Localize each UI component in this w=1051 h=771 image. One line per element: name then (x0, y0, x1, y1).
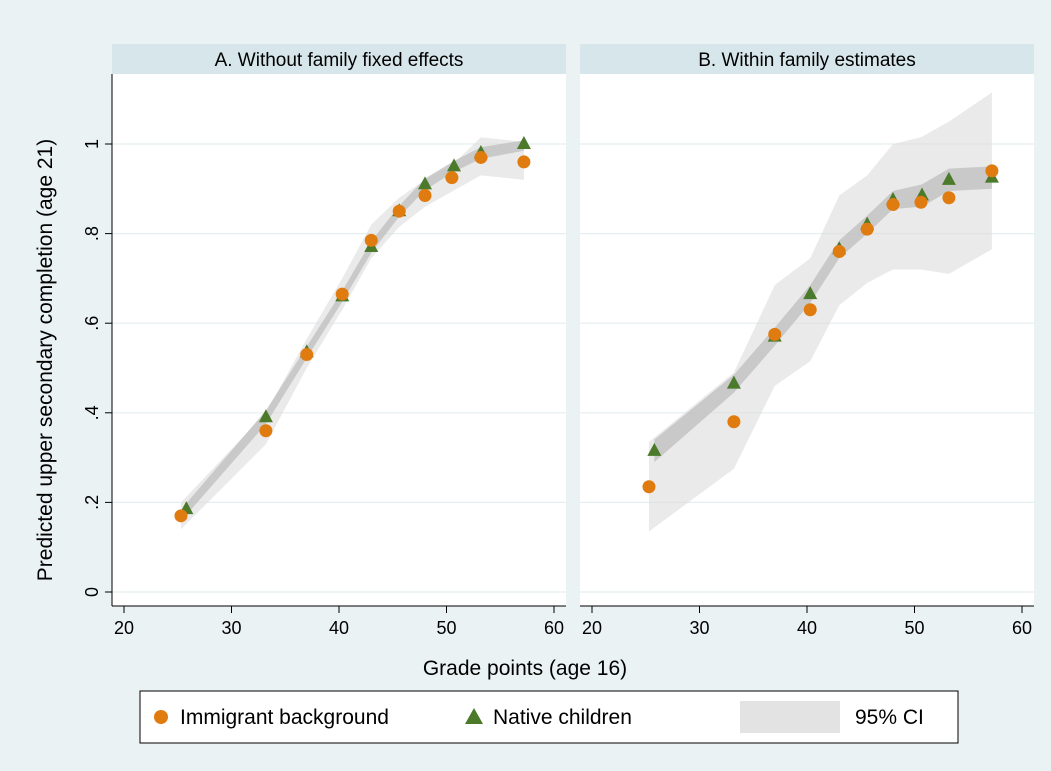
panel-b-immigrant-point-5 (860, 222, 874, 236)
panel-b-immigrant-point-0 (642, 480, 656, 494)
panel-b-immigrant-point-7 (914, 195, 928, 209)
panel-b-x-tick-label-1: 30 (689, 618, 709, 638)
x-axis-label: Grade points (age 16) (423, 657, 627, 680)
legend-ci-label: 95% CI (855, 706, 924, 729)
panel-a-x-tick-label-2: 40 (329, 618, 349, 638)
panel-a-y-tick-label-5: 1 (82, 139, 102, 149)
legend: Immigrant background Native children 95%… (139, 690, 959, 744)
legend-native-label: Native children (493, 706, 632, 729)
panel-b-x-tick-label-3: 50 (904, 618, 924, 638)
panel-a-x-tick-label-3: 50 (436, 618, 456, 638)
panel-a-points (174, 136, 531, 523)
panel-b-native-point-3 (803, 286, 818, 300)
panel-a-title: A. Without family fixed effects (215, 50, 464, 71)
panel-a-y-ticks: 0 .2 .4 .6 .8 1 (82, 74, 113, 606)
panel-a-native-point-7 (447, 158, 462, 172)
panel-a-immigrant-point-8 (474, 150, 488, 164)
panel-a-x-tick-label-0: 20 (114, 618, 134, 638)
panel-b-x-ticks: 20 30 40 50 60 (580, 605, 1034, 638)
legend-immigrant-label: Immigrant background (180, 706, 389, 729)
panel-a-x-tick-label-1: 30 (221, 618, 241, 638)
panel-a-immigrant-point-7 (445, 171, 459, 185)
panel-b-title: B. Within family estimates (698, 50, 916, 71)
panel-a-immigrant-point-9 (517, 155, 531, 169)
panel-b-x-tick-label-0: 20 (582, 618, 602, 638)
panel-a-native-point-1 (258, 409, 273, 423)
panel-b-immigrant-point-1 (727, 415, 741, 429)
panel-b-immigrant-point-9 (985, 164, 999, 178)
legend-ci-swatch (740, 701, 840, 733)
panel-a-immigrant-point-3 (335, 287, 349, 301)
panel-a-immigrant-point-2 (300, 348, 314, 362)
panel-b-immigrant-point-4 (832, 245, 846, 259)
panel-a-x-tick-label-4: 60 (544, 618, 564, 638)
panel-a-y-tick-label-0: 0 (82, 587, 102, 597)
panel-b-x-tick-label-2: 40 (797, 618, 817, 638)
panel-a-immigrant-point-5 (392, 204, 406, 218)
panel-b: B. Within family estimates 20 30 40 50 60 (580, 44, 1034, 638)
panel-b-immigrant-point-2 (768, 327, 782, 341)
panel-b-native-point-1 (726, 375, 741, 389)
panel-a-native-point-9 (516, 136, 531, 149)
panel-b-immigrant-point-8 (942, 191, 956, 205)
panel-a-immigrant-point-4 (364, 233, 378, 247)
panel-a-y-tick-label-2: .4 (82, 405, 102, 420)
panel-a-y-tick-label-1: .2 (82, 495, 102, 510)
panel-a-y-tick-label-3: .6 (82, 316, 102, 331)
panel-b-points (642, 164, 999, 494)
panel-a-immigrant-point-6 (418, 189, 432, 203)
y-axis-label: Predicted upper secondary completion (ag… (34, 139, 57, 581)
panel-a: A. Without family fixed effects 20 30 40 50… (82, 44, 566, 638)
panel-b-native-point-0 (647, 442, 662, 456)
panel-b-immigrant-point-6 (886, 197, 900, 211)
panel-a-x-ticks: 20 30 40 50 60 (112, 605, 566, 638)
legend-native-marker (465, 708, 483, 724)
panel-a-immigrant-point-0 (174, 509, 188, 523)
panel-b-x-tick-label-4: 60 (1012, 618, 1032, 638)
panel-b-native-point-8 (941, 171, 956, 185)
panel-b-header (580, 44, 1034, 74)
panel-a-native-point-6 (418, 176, 432, 190)
panel-a-header (112, 44, 566, 74)
panel-b-ci-band-1 (654, 166, 992, 463)
legend-immigrant-marker (154, 710, 168, 724)
panel-a-y-tick-label-4: .8 (82, 226, 102, 241)
panel-a-immigrant-point-1 (259, 424, 273, 438)
panel-b-immigrant-point-3 (803, 303, 817, 317)
